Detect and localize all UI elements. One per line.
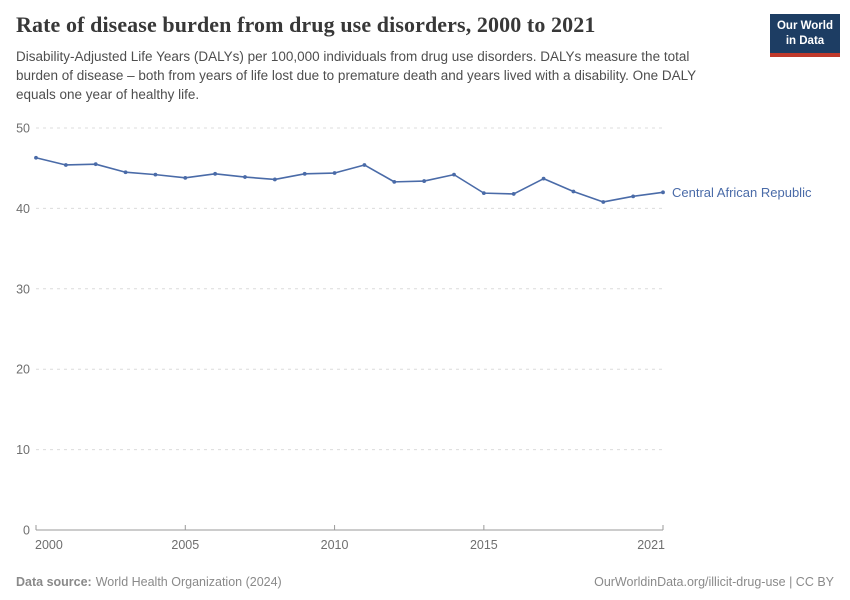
data-point[interactable] bbox=[392, 179, 397, 184]
y-tick-label: 30 bbox=[16, 282, 30, 296]
data-point[interactable] bbox=[452, 172, 456, 177]
x-tick-label: 2010 bbox=[321, 538, 349, 552]
x-tick-label: 2000 bbox=[35, 538, 63, 552]
logo-line-2: in Data bbox=[785, 34, 825, 47]
x-tick-label: 2015 bbox=[470, 538, 498, 552]
y-tick-label: 0 bbox=[23, 524, 30, 538]
x-tick-label: 2005 bbox=[171, 538, 199, 552]
data-point[interactable] bbox=[63, 163, 68, 167]
data-point[interactable] bbox=[422, 179, 427, 183]
data-source-label: Data source: bbox=[16, 575, 92, 589]
y-tick-label: 40 bbox=[16, 202, 30, 216]
data-line[interactable] bbox=[35, 156, 664, 203]
owid-logo[interactable]: Our World in Data bbox=[770, 14, 840, 57]
credit-link[interactable]: OurWorldinData.org/illicit-drug-use | CC… bbox=[594, 575, 834, 589]
chart-title: Rate of disease burden from drug use dis… bbox=[16, 12, 596, 37]
data-point[interactable] bbox=[661, 190, 665, 195]
chart-subtitle: Disability-Adjusted Life Years (DALYs) p… bbox=[16, 49, 696, 103]
chart-header: Rate of disease burden from drug use dis… bbox=[16, 12, 760, 104]
chart-footer: Data source: World Health Organization (2… bbox=[16, 575, 834, 589]
entity-label[interactable]: Central African Republic bbox=[672, 185, 812, 200]
data-source-value: World Health Organization (2024) bbox=[95, 575, 282, 589]
data-point[interactable] bbox=[362, 163, 367, 167]
x-tick-label: 2021 bbox=[637, 538, 665, 552]
logo-line-1: Our World bbox=[776, 20, 833, 32]
data-point[interactable] bbox=[213, 171, 218, 176]
data-point[interactable] bbox=[541, 176, 546, 181]
data-point[interactable] bbox=[332, 171, 337, 175]
data-source: Data source: World Health Organization (2… bbox=[16, 575, 282, 589]
data-point[interactable] bbox=[93, 162, 98, 167]
data-point[interactable] bbox=[123, 170, 128, 175]
y-tick-label: 10 bbox=[16, 443, 30, 457]
data-point[interactable] bbox=[571, 189, 576, 194]
data-point[interactable] bbox=[601, 200, 606, 204]
data-point[interactable] bbox=[511, 192, 516, 196]
data-point[interactable] bbox=[243, 175, 247, 179]
data-point[interactable] bbox=[481, 191, 486, 196]
y-tick-label: 50 bbox=[16, 122, 30, 136]
data-point[interactable] bbox=[34, 155, 38, 160]
y-tick-label: 20 bbox=[16, 363, 30, 377]
data-point[interactable] bbox=[272, 177, 277, 182]
data-point[interactable] bbox=[153, 172, 158, 177]
data-point[interactable] bbox=[302, 171, 307, 176]
data-point[interactable] bbox=[631, 194, 636, 199]
data-point[interactable] bbox=[183, 175, 188, 180]
